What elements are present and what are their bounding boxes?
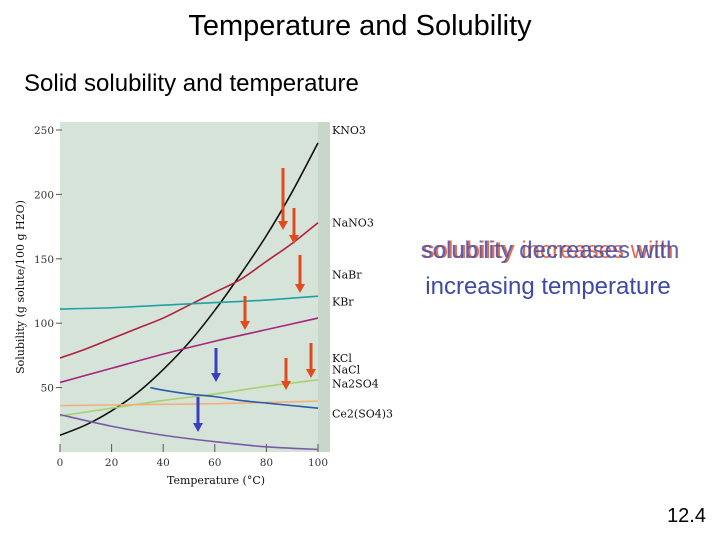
- note-temperature-text: increasing temperature: [425, 273, 671, 300]
- series-label: Ce2(SO4)3: [332, 407, 393, 420]
- trend-arrow-head: [289, 235, 299, 244]
- x-tick-label: 20: [105, 457, 118, 469]
- slide-title: Temperature and Solubility: [188, 10, 532, 42]
- trend-arrow-head: [295, 284, 305, 293]
- trend-arrow-head: [281, 381, 291, 390]
- series-line-na2so4: [150, 386, 319, 410]
- series-label: NaBr: [332, 268, 362, 281]
- y-tick-label: 200: [34, 189, 54, 201]
- y-tick-label: 100: [34, 318, 54, 330]
- slide-number: 12.4: [667, 505, 706, 527]
- series-line-nano3: [59, 222, 319, 359]
- note-increases-text: solubility increases with: [422, 237, 674, 264]
- x-tick-label: 100: [308, 457, 328, 469]
- series-label: KNO3: [332, 124, 366, 137]
- trend-arrow-head: [193, 423, 203, 432]
- x-axis-label: Temperature (°C): [167, 474, 265, 487]
- x-tick-label: 0: [57, 457, 64, 469]
- x-tick-label: 60: [208, 457, 221, 469]
- series-label: NaNO3: [332, 217, 374, 230]
- trend-arrow-head: [306, 369, 316, 378]
- x-tick-label: 80: [260, 457, 273, 469]
- series-label: NaCl: [332, 364, 361, 377]
- trend-arrow-head: [240, 321, 250, 330]
- series-label: Na2SO4: [332, 378, 379, 391]
- y-axis-label: Solubility (g solute/100 g H2O): [14, 200, 27, 374]
- y-tick-label: 150: [34, 254, 54, 266]
- note-decreases-text: solubility decreases with: [420, 237, 680, 264]
- series-line-ce2so43: [59, 413, 319, 451]
- trend-arrow-head: [278, 221, 288, 230]
- right-panel: [318, 122, 330, 452]
- x-tick-label: 40: [157, 457, 170, 469]
- y-tick-label: 50: [41, 383, 54, 395]
- series-label: KCl: [332, 352, 352, 365]
- series-line-nacl: [59, 400, 319, 407]
- slide-subtitle: Solid solubility and temperature: [24, 70, 359, 97]
- series-line-kbr: [59, 317, 319, 384]
- series-line-nabr: [59, 295, 319, 310]
- y-tick-label: 250: [34, 125, 54, 137]
- series-label: KBr: [332, 295, 354, 308]
- series-line-kcl: [59, 379, 319, 417]
- solubility-note: solubility increases with solubility dec…: [390, 234, 706, 304]
- series-line-kno3: [59, 142, 319, 436]
- trend-arrow-head: [211, 373, 221, 382]
